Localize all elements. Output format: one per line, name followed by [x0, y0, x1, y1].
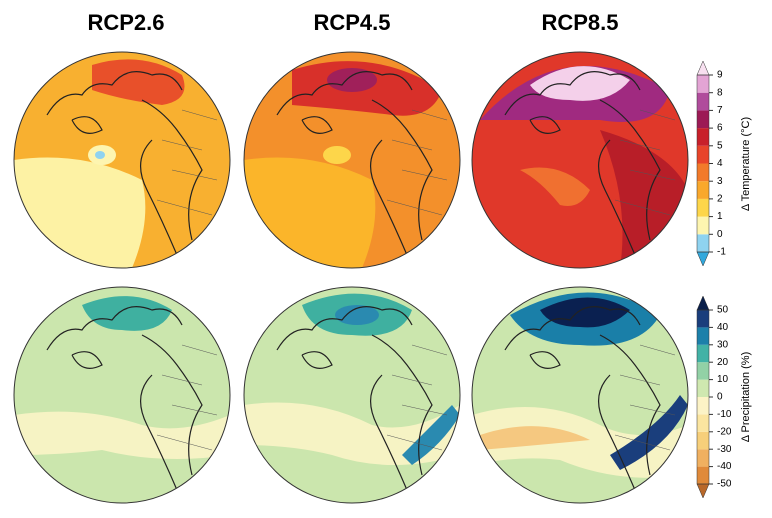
- colorbar-segment: [697, 414, 709, 432]
- colorbar-tick-label: -20: [717, 426, 732, 437]
- colorbar-tick-label: 7: [717, 105, 723, 116]
- panel-title: RCP4.5: [313, 10, 390, 35]
- colorbar-tick-label: 30: [717, 339, 729, 350]
- globe: [243, 51, 461, 269]
- colorbar-segment: [697, 431, 709, 450]
- colorbar-tick-label: 50: [717, 305, 729, 316]
- colorbar-tick-label: 40: [717, 322, 729, 333]
- colorbar-segment: [697, 110, 709, 129]
- colorbar-segment: [697, 198, 709, 217]
- colorbar-segment: [697, 379, 709, 397]
- colorbar-segment: [697, 75, 709, 93]
- globe: [471, 286, 689, 504]
- colorbar-segment: [697, 397, 709, 415]
- colorbar-tick-label: 2: [717, 194, 723, 205]
- colorbar-segment: [697, 310, 709, 328]
- colorbar-tick-label: 20: [717, 357, 729, 368]
- globe: [243, 286, 461, 504]
- colorbar-segment: [697, 128, 709, 146]
- colorbar-tick-label: 0: [717, 392, 723, 403]
- colorbar-under: [696, 483, 710, 499]
- panel-title: RCP8.5: [541, 10, 618, 35]
- colorbar-segment: [697, 234, 709, 252]
- colorbar-tick-label: 5: [717, 140, 723, 151]
- colorbar-segment: [697, 163, 709, 182]
- colorbar-over: [696, 60, 710, 76]
- colorbar-tick-label: 1: [717, 211, 723, 222]
- colorbar-tick-label: 6: [717, 123, 723, 134]
- colorbar-segment: [697, 181, 709, 199]
- colorbar-tick-label: 10: [717, 374, 729, 385]
- colorbar-label: Δ Precipitation (%): [740, 352, 752, 443]
- colorbar-tick-label: 4: [717, 158, 723, 169]
- colorbar-tick-label: 8: [717, 87, 723, 98]
- colorbar-under: [696, 251, 710, 267]
- colorbar-tick-label: -30: [717, 444, 732, 455]
- colorbar-tick-label: -1: [717, 247, 726, 258]
- colorbar-tick-label: 0: [717, 229, 723, 240]
- colorbar-segment: [697, 344, 709, 363]
- globe: [13, 51, 231, 269]
- colorbar-segment: [697, 216, 709, 235]
- colorbar-tick-label: -10: [717, 409, 732, 420]
- colorbar-segment: [697, 92, 709, 111]
- colorbar-segment: [697, 449, 709, 467]
- colorbar-tick-label: -40: [717, 461, 732, 472]
- colorbar-tick-label: 9: [717, 70, 723, 81]
- colorbar-segment: [697, 145, 709, 164]
- colorbar-over: [696, 295, 710, 311]
- colorbar-segment: [697, 466, 709, 484]
- colorbar-tick-label: -50: [717, 479, 732, 490]
- globe: [13, 286, 231, 504]
- panel-title: RCP2.6: [87, 10, 164, 35]
- globe: [471, 51, 689, 269]
- colorbar-label: Δ Temperature (°C): [740, 117, 752, 211]
- colorbar-tick-label: 3: [717, 176, 723, 187]
- colorbar-segment: [697, 362, 709, 380]
- colorbar-segment: [697, 327, 709, 345]
